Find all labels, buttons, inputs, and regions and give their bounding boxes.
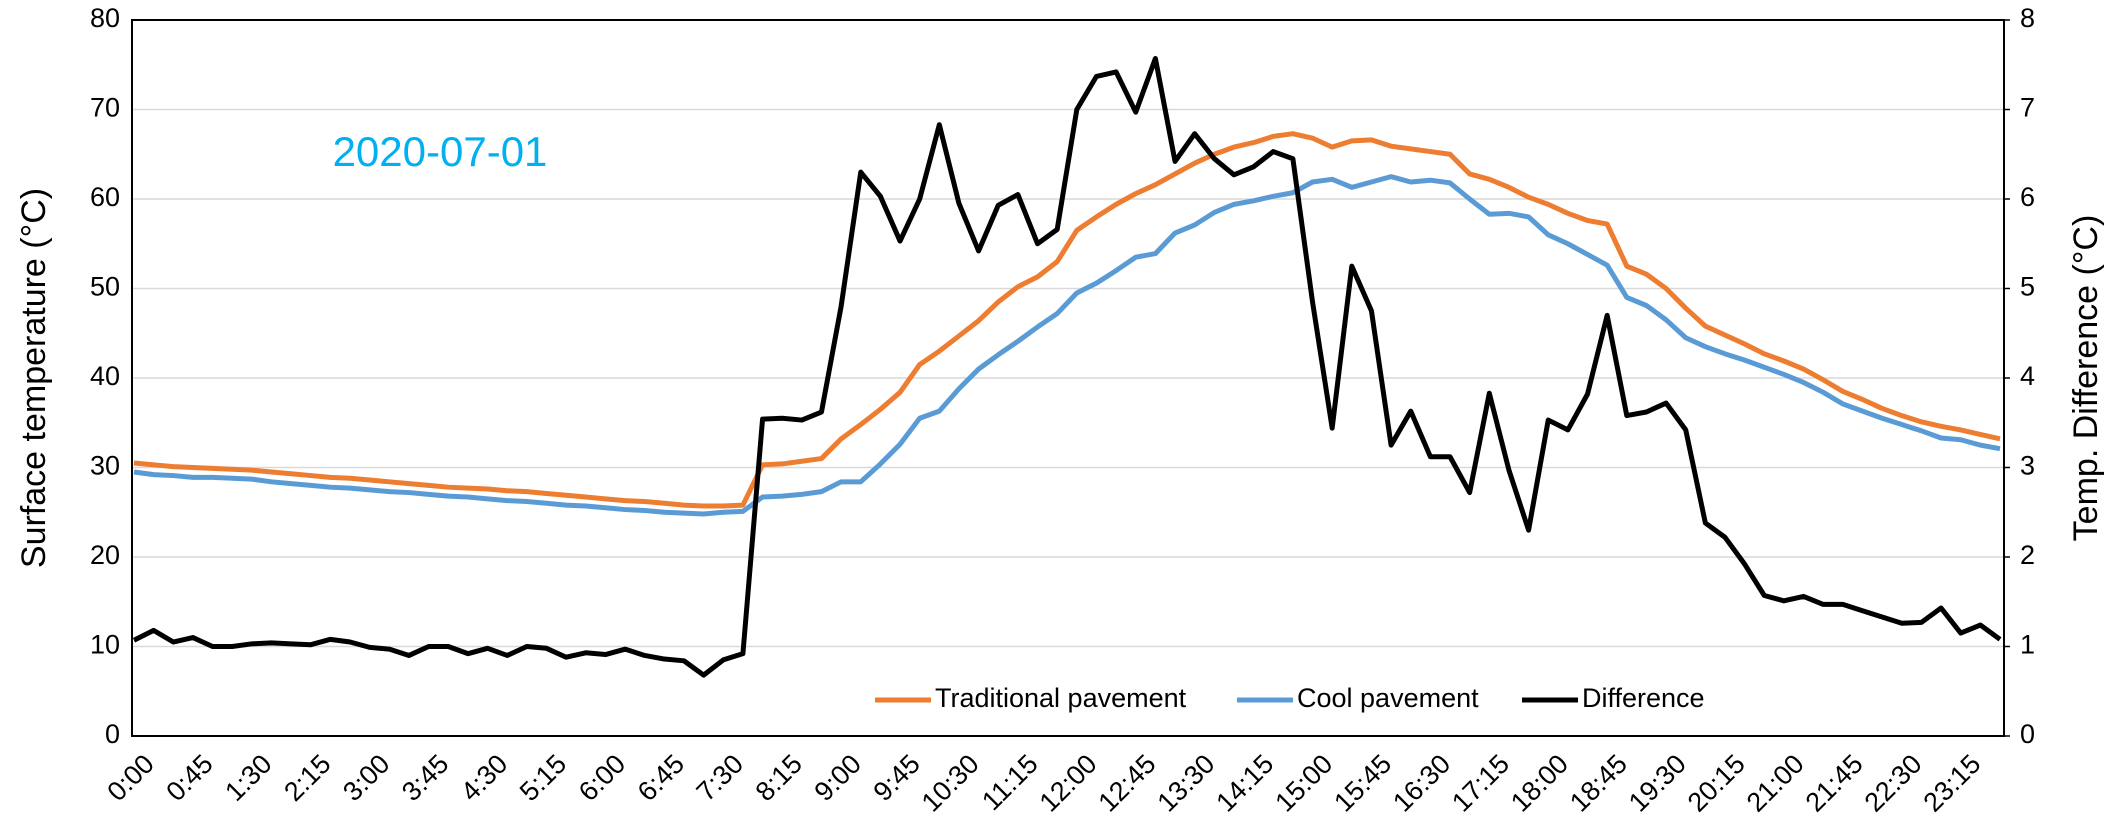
x-tick-label: 7:30: [691, 749, 749, 807]
x-tick-label: 14:15: [1210, 749, 1279, 818]
y-tick-label: 70: [90, 93, 120, 123]
series-line: [133, 131, 2001, 509]
x-tick-label: 15:45: [1328, 749, 1397, 818]
y-tick-label: 60: [90, 182, 120, 212]
x-tick-label: 9:00: [809, 749, 867, 807]
x-tick-label: 6:45: [632, 749, 690, 807]
legend-label: Traditional pavement: [935, 683, 1187, 713]
x-tick-label: 22:30: [1859, 749, 1928, 818]
x-tick-label: 19:30: [1623, 749, 1692, 818]
y2-tick-label: 2: [2020, 540, 2035, 570]
date-annotation: 2020-07-01: [333, 128, 548, 175]
x-tick-label: 13:30: [1151, 749, 1220, 818]
plot-frame: [131, 19, 2005, 737]
x-tick-label: 17:15: [1446, 749, 1515, 818]
x-tick-label: 15:00: [1269, 749, 1338, 818]
x-tick-label: 16:30: [1387, 749, 1456, 818]
y-tick-label: 50: [90, 272, 120, 302]
x-tick-label: 3:00: [337, 749, 395, 807]
x-tick-label: 21:00: [1741, 749, 1810, 818]
y-tick-label: 20: [90, 540, 120, 570]
y-tick-label: 30: [90, 451, 120, 481]
x-tick-label: 18:45: [1564, 749, 1633, 818]
y2-tick-label: 8: [2020, 3, 2035, 33]
x-tick-label: 5:15: [514, 749, 572, 807]
x-tick-label: 2:15: [278, 749, 336, 807]
legend-label: Difference: [1582, 683, 1705, 713]
x-tick-label: 4:30: [455, 749, 513, 807]
x-tick-label: 18:00: [1505, 749, 1574, 818]
x-tick-label: 0:00: [101, 749, 159, 807]
x-tick-label: 21:45: [1800, 749, 1869, 818]
y-tick-label: 80: [90, 3, 120, 33]
legend-label: Cool pavement: [1297, 683, 1479, 713]
series-line: [133, 174, 2001, 517]
series-line: [132, 55, 2002, 678]
y-tick-label: 0: [105, 719, 120, 749]
x-tick-label: 3:45: [396, 749, 454, 807]
x-tick-label: 0:45: [160, 749, 218, 807]
y-axis-title: Surface temperature (°C): [15, 188, 53, 568]
x-tick-label: 11:15: [976, 749, 1044, 817]
y2-tick-label: 6: [2020, 182, 2035, 212]
y-tick-label: 10: [90, 630, 120, 660]
x-tick-label: 1:30: [219, 749, 277, 807]
y2-tick-label: 1: [2020, 630, 2035, 660]
y2-tick-label: 4: [2020, 361, 2035, 391]
y2-tick-label: 0: [2020, 719, 2035, 749]
x-tick-label: 6:00: [573, 749, 631, 807]
y-tick-label: 40: [90, 361, 120, 391]
y2-tick-label: 7: [2020, 93, 2035, 123]
y2-tick-label: 3: [2020, 451, 2035, 481]
x-tick-label: 23:15: [1918, 749, 1987, 818]
y2-axis-title: Temp. Difference (°C): [2067, 215, 2105, 542]
x-tick-label: 20:15: [1682, 749, 1751, 818]
x-tick-label: 12:00: [1034, 749, 1103, 818]
x-tick-label: 10:30: [916, 749, 985, 818]
y2-tick-label: 5: [2020, 272, 2035, 302]
x-tick-label: 12:45: [1093, 749, 1162, 818]
x-tick-label: 8:15: [750, 749, 808, 807]
